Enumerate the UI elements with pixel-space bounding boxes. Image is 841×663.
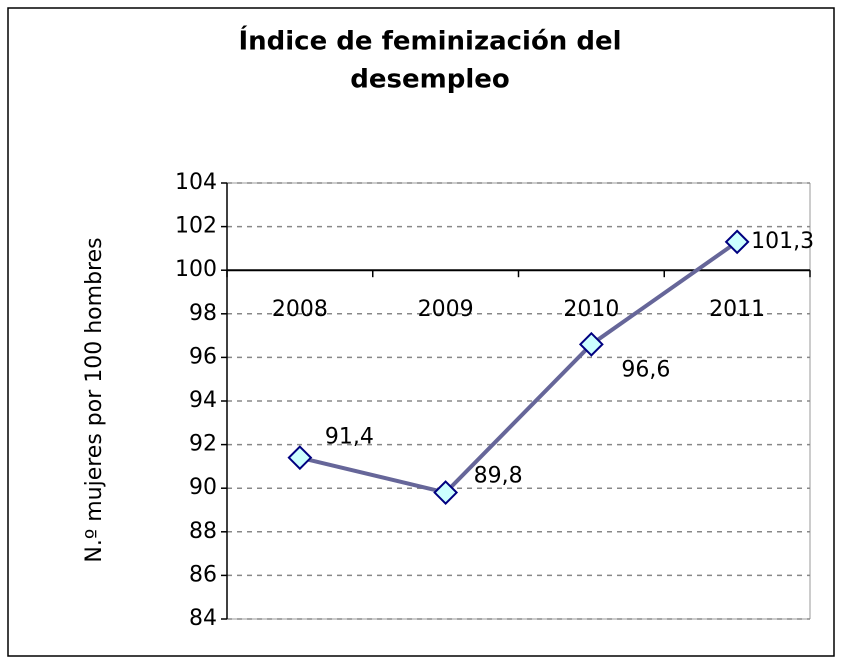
y-tick-label: 102 (175, 214, 217, 239)
data-label: 89,8 (474, 464, 523, 489)
y-tick-label: 104 (175, 170, 217, 195)
x-tick-label: 2010 (563, 297, 619, 322)
x-tick-label: 2008 (272, 297, 328, 322)
x-tick-label: 2009 (418, 297, 474, 322)
y-tick-label: 86 (189, 562, 217, 587)
data-label: 96,6 (621, 357, 670, 382)
y-tick-label: 98 (189, 301, 217, 326)
y-axis-label: N.º mujeres por 100 hombres (82, 237, 107, 562)
chart-title: Índice de feminización del (238, 25, 621, 57)
y-tick-label: 92 (189, 432, 217, 457)
data-marker (724, 229, 750, 255)
y-tick-label: 94 (189, 388, 217, 413)
y-tick-label: 96 (189, 344, 217, 369)
x-tick-label: 2011 (709, 297, 765, 322)
y-tick-label: 100 (175, 257, 217, 282)
data-line (299, 240, 739, 495)
data-marker (578, 331, 604, 357)
data-label: 91,4 (325, 425, 374, 450)
chart-title: desempleo (350, 65, 509, 95)
data-marker (287, 445, 313, 471)
y-tick-label: 90 (189, 475, 217, 500)
y-tick-label: 88 (189, 519, 217, 544)
chart-border (7, 7, 835, 657)
y-tick-label: 84 (189, 606, 217, 631)
data-marker (433, 480, 459, 505)
data-label: 101,3 (751, 229, 814, 254)
